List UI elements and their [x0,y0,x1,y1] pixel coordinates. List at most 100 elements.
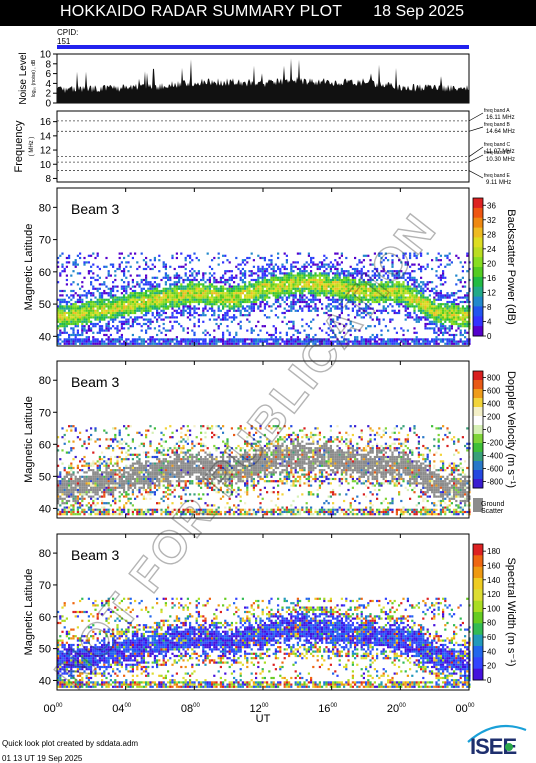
echo-cell [261,272,264,275]
colorbar-segment [473,247,483,258]
echo-cell [142,471,145,474]
echo-cell [145,281,148,284]
echo-cell [382,294,385,297]
echo-cell [323,259,326,262]
echo-cell [98,486,101,489]
echo-cell [244,342,247,345]
echo-cell [387,274,390,277]
echo-cell [61,320,64,323]
echo-cell [400,300,403,304]
echo-cell [120,493,123,496]
echo-cell [125,300,128,304]
echo-cell [314,274,317,277]
echo-cell [112,427,115,430]
echo-cell [312,318,315,321]
echo-cell [123,322,126,326]
echo-cell [153,482,156,485]
echo-cell [160,438,163,441]
echo-cell [151,469,154,472]
echo-cell [224,298,227,301]
echo-cell [107,322,110,326]
echo-cell [318,287,321,290]
echo-cell [332,265,335,268]
echo-cell [332,272,335,275]
echo-cell [358,303,361,306]
echo-cell [277,287,280,290]
echo-cell [153,427,156,430]
echo-cell [131,340,134,343]
echo-cell [360,274,363,277]
echo-cell [334,267,337,271]
echo-cell [464,320,467,323]
echo-cell [85,292,88,295]
echo-cell [270,267,273,271]
echo-cell [59,497,62,500]
echo-cell [336,281,339,284]
echo-cell [98,300,101,304]
echo-cell [228,285,231,288]
echo-cell [230,296,233,299]
echo-cell [94,303,97,306]
echo-cell [186,285,189,288]
echo-cell [380,296,383,299]
echo-cell [208,307,211,310]
echo-cell [131,466,134,470]
echo-cell [274,329,277,332]
echo-cell [250,331,253,334]
echo-cell [402,276,405,279]
echo-cell [184,287,187,290]
echo-cell [101,325,104,328]
echo-cell [200,289,203,293]
echo-cell [169,303,172,306]
echo-cell [189,281,192,284]
echo-cell [87,506,90,509]
echo-cell [127,444,130,448]
echo-cell [70,322,73,326]
echo-cell [426,327,429,330]
echo-cell [149,294,152,297]
echo-cell [112,342,115,345]
echo-cell [206,309,209,312]
echo-cell [193,322,196,326]
echo-cell [92,263,95,266]
echo-cell [127,261,130,264]
echo-cell [59,480,62,483]
echo-cell [257,338,260,341]
echo-cell [107,466,110,470]
echo-cell [142,259,145,262]
echo-cell [171,298,174,301]
echo-cell [325,307,328,310]
echo-cell [167,342,170,345]
echo-cell [244,307,247,310]
echo-cell [63,475,66,478]
echo-cell [83,303,86,306]
echo-cell [250,289,253,293]
echo-cell [162,276,165,279]
echo-cell [237,294,240,297]
echo-cell [149,300,152,304]
echo-cell [193,283,196,286]
echo-cell [384,272,387,275]
frequency-tick-label: 16 [40,117,52,128]
echo-cell [444,296,447,299]
echo-cell [406,316,409,319]
echo-cell [274,298,277,301]
echo-cell [105,475,108,478]
echo-cell [87,462,90,465]
echo-cell [94,486,97,489]
echo-cell [336,307,339,310]
echo-cell [402,333,405,337]
echo-cell [197,303,200,306]
echo-cell [94,504,97,507]
echo-cell [358,270,361,273]
echo-cell [402,298,405,301]
echo-cell [321,272,324,275]
echo-cell [116,455,119,459]
echo-cell [96,318,99,321]
echo-cell [290,309,293,312]
echo-cell [261,309,264,312]
echo-cell [241,261,244,264]
echo-cell [318,285,321,288]
echo-cell [417,305,420,308]
echo-cell [72,294,75,297]
